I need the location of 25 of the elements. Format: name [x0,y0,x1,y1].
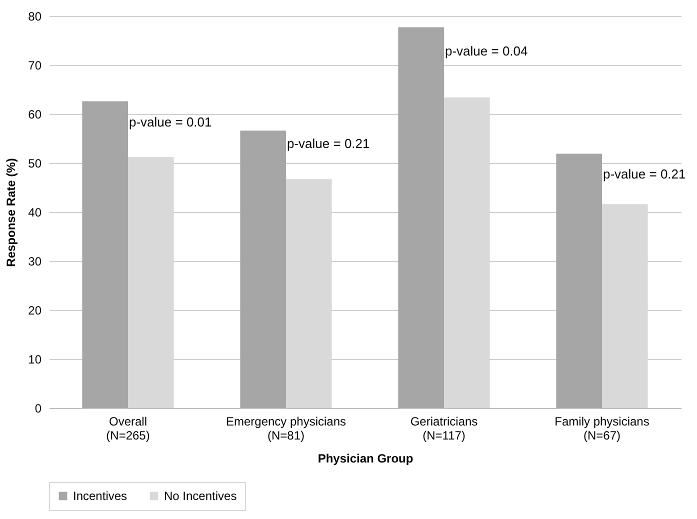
bar [556,154,602,408]
y-tick-label: 0 [34,402,42,416]
bar [240,130,286,408]
y-tick-label: 30 [28,254,42,268]
y-axis-title: Response Rate (%) [4,158,18,267]
x-tick-label: Overall (N=265) [106,414,150,442]
x-tick-label: Emergency physicians (N=81) [226,414,346,442]
annotation: p-value = 0.21 [287,136,370,151]
x-axis-title: Physician Group [318,452,414,466]
x-tick-label: Geriatricians (N=117) [410,414,478,442]
bar [398,27,444,408]
annotation: p-value = 0.04 [445,43,528,58]
y-tick-label: 60 [28,108,42,122]
y-tick-label: 70 [28,58,42,72]
x-tick-label: Family physicians (N=67) [554,414,650,442]
y-tick-label: 10 [28,352,42,366]
y-tick-label: 50 [28,156,42,170]
y-tick-label: 20 [28,304,42,318]
legend-label: No Incentives [164,489,237,503]
bar [82,101,128,408]
legend-label: Incentives [73,489,128,503]
annotation: p-value = 0.01 [129,114,212,130]
annotation: p-value = 0.21 [603,166,686,182]
y-tick-label: 80 [28,10,42,24]
y-tick-label: 40 [28,206,42,220]
